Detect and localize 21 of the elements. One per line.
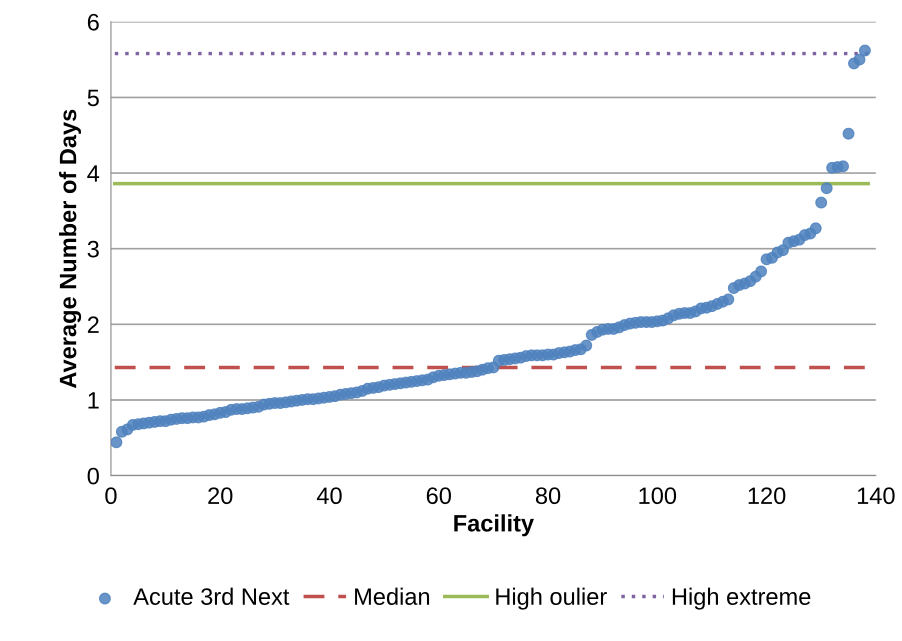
x-axis-title: Facility <box>454 514 534 536</box>
x-tick-label: 100 <box>639 487 676 504</box>
y-tick-label: 4 <box>87 165 100 182</box>
y-tick-label: 5 <box>88 90 99 106</box>
y-tick-label: 6 <box>88 14 99 31</box>
legend-label: Median <box>355 588 430 605</box>
y-tick-label: 3 <box>88 240 99 258</box>
legend-label: High oulier <box>496 588 607 610</box>
y-tick-label: 2 <box>88 316 99 333</box>
x-tick-label: 80 <box>536 487 560 504</box>
y-tick-label: 0 <box>88 468 99 484</box>
x-tick-label: 60 <box>426 487 451 504</box>
legend-label: Acute 3rd Next <box>133 588 290 605</box>
legend-label: High extreme <box>672 588 810 610</box>
x-tick-label: 40 <box>316 487 342 504</box>
y-axis-title: Average Number of Days <box>59 110 82 388</box>
x-tick-label: 20 <box>208 487 232 504</box>
y-tick-label: 1 <box>88 392 99 409</box>
x-tick-label: 120 <box>748 487 786 504</box>
x-tick-label: 140 <box>858 487 895 504</box>
x-tick-label: 0 <box>105 487 117 504</box>
